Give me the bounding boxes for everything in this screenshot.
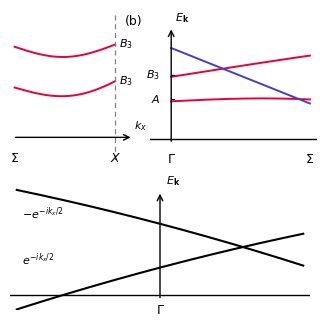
Text: $\Sigma$: $\Sigma$ <box>305 153 315 165</box>
Text: $\Sigma$: $\Sigma$ <box>10 152 19 165</box>
Text: $\Gamma$: $\Gamma$ <box>167 153 176 165</box>
Text: $B_3$: $B_3$ <box>119 38 133 52</box>
Text: $A$: $A$ <box>151 93 160 105</box>
Text: $E_{\mathbf{k}}$: $E_{\mathbf{k}}$ <box>166 174 180 188</box>
Text: $B_3$: $B_3$ <box>146 68 160 82</box>
Text: $\Gamma$: $\Gamma$ <box>156 304 164 317</box>
Text: $E_{\mathbf{k}}$: $E_{\mathbf{k}}$ <box>175 11 190 25</box>
Text: $-e^{-ik_x/2}$: $-e^{-ik_x/2}$ <box>22 205 64 222</box>
Text: $B_3$: $B_3$ <box>119 74 133 88</box>
Text: $e^{-ik_x/2}$: $e^{-ik_x/2}$ <box>22 251 55 268</box>
Text: $k_x$: $k_x$ <box>134 119 148 133</box>
Text: (b): (b) <box>125 15 143 28</box>
Text: $X$: $X$ <box>109 152 121 165</box>
